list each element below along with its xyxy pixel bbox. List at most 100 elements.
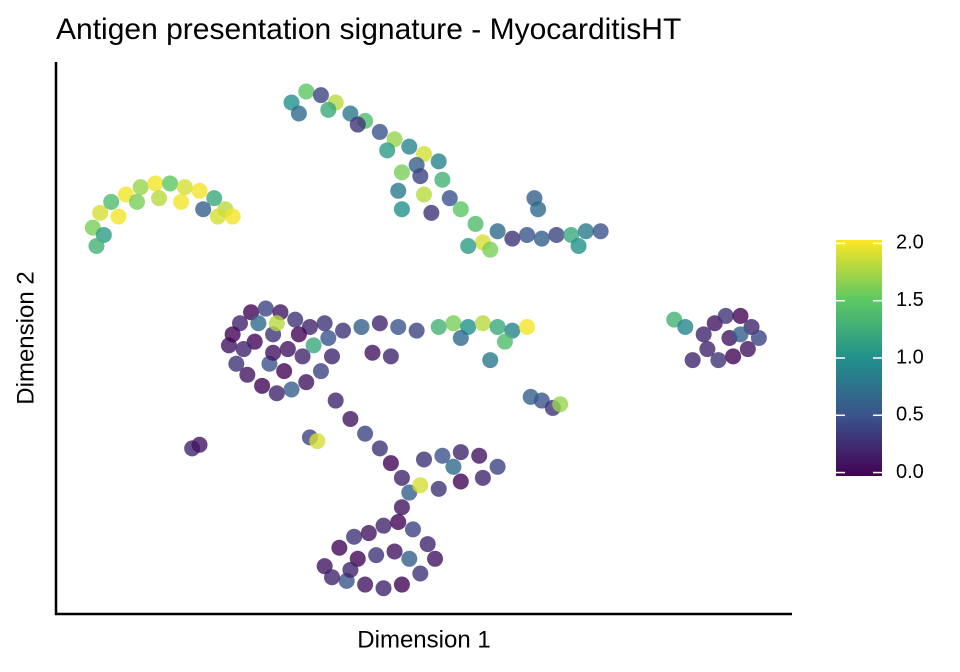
point bbox=[173, 193, 190, 210]
point bbox=[460, 238, 477, 254]
point bbox=[699, 341, 716, 358]
point bbox=[209, 208, 226, 225]
point bbox=[309, 433, 326, 450]
point bbox=[265, 344, 282, 361]
point bbox=[88, 238, 105, 254]
point bbox=[430, 480, 447, 497]
point bbox=[239, 366, 256, 383]
point bbox=[519, 226, 536, 243]
point bbox=[371, 123, 388, 140]
point bbox=[434, 171, 451, 188]
point bbox=[342, 410, 359, 427]
colorbar-tick-label: 1.5 bbox=[896, 289, 924, 311]
point bbox=[739, 341, 756, 358]
point bbox=[342, 561, 359, 578]
point bbox=[283, 381, 300, 398]
point bbox=[191, 182, 208, 199]
point bbox=[357, 425, 374, 442]
point bbox=[390, 182, 407, 199]
point bbox=[393, 499, 410, 516]
point bbox=[725, 348, 742, 365]
point bbox=[452, 330, 469, 346]
point bbox=[390, 514, 407, 530]
point bbox=[710, 352, 727, 369]
point bbox=[570, 238, 587, 254]
point bbox=[522, 388, 539, 405]
point bbox=[375, 517, 392, 534]
point bbox=[268, 385, 285, 402]
point bbox=[324, 348, 340, 365]
colorbar-tick-label: 0.5 bbox=[896, 404, 924, 426]
point bbox=[298, 374, 315, 391]
point bbox=[445, 458, 462, 475]
point bbox=[427, 550, 444, 567]
point bbox=[371, 440, 388, 457]
point bbox=[316, 315, 333, 332]
point bbox=[592, 223, 609, 240]
point bbox=[254, 377, 271, 394]
point bbox=[482, 352, 499, 369]
point bbox=[357, 576, 374, 593]
point bbox=[346, 528, 363, 545]
point bbox=[147, 175, 164, 192]
point bbox=[445, 315, 462, 332]
point bbox=[294, 348, 311, 365]
point bbox=[452, 201, 469, 218]
point bbox=[335, 322, 352, 339]
point bbox=[349, 116, 366, 133]
point bbox=[320, 101, 337, 118]
point bbox=[434, 447, 451, 464]
point bbox=[320, 330, 337, 346]
point bbox=[132, 179, 149, 196]
point bbox=[103, 193, 120, 210]
point bbox=[717, 307, 734, 324]
point bbox=[393, 201, 410, 218]
point bbox=[504, 230, 521, 247]
point bbox=[268, 315, 285, 332]
point bbox=[191, 436, 208, 453]
point bbox=[312, 87, 329, 104]
point bbox=[684, 352, 701, 369]
points bbox=[84, 83, 767, 597]
point bbox=[331, 539, 348, 556]
point bbox=[353, 318, 370, 335]
point bbox=[401, 138, 418, 155]
point bbox=[419, 536, 436, 553]
point bbox=[430, 318, 447, 335]
point bbox=[379, 142, 396, 159]
point bbox=[519, 318, 536, 335]
point bbox=[290, 105, 307, 122]
point bbox=[452, 444, 469, 461]
point bbox=[110, 208, 127, 225]
point bbox=[382, 455, 399, 472]
point bbox=[530, 201, 547, 218]
point bbox=[452, 473, 469, 490]
point bbox=[128, 193, 145, 210]
point bbox=[276, 363, 293, 380]
point bbox=[364, 344, 381, 361]
point bbox=[548, 226, 565, 243]
point bbox=[677, 318, 694, 335]
point bbox=[151, 190, 168, 207]
point bbox=[416, 451, 432, 468]
colorbar-tick-label: 2.0 bbox=[896, 232, 924, 254]
point bbox=[206, 190, 223, 207]
point bbox=[298, 83, 315, 100]
point bbox=[390, 318, 407, 335]
point bbox=[224, 208, 241, 225]
point bbox=[279, 341, 296, 358]
point bbox=[482, 241, 499, 258]
point bbox=[474, 469, 491, 486]
point bbox=[228, 355, 245, 372]
point bbox=[287, 311, 304, 328]
point bbox=[404, 521, 421, 538]
point bbox=[412, 565, 429, 582]
point bbox=[195, 201, 212, 218]
point bbox=[92, 204, 109, 221]
point bbox=[257, 300, 274, 317]
point bbox=[312, 363, 329, 380]
point bbox=[162, 175, 179, 192]
point bbox=[250, 315, 267, 332]
